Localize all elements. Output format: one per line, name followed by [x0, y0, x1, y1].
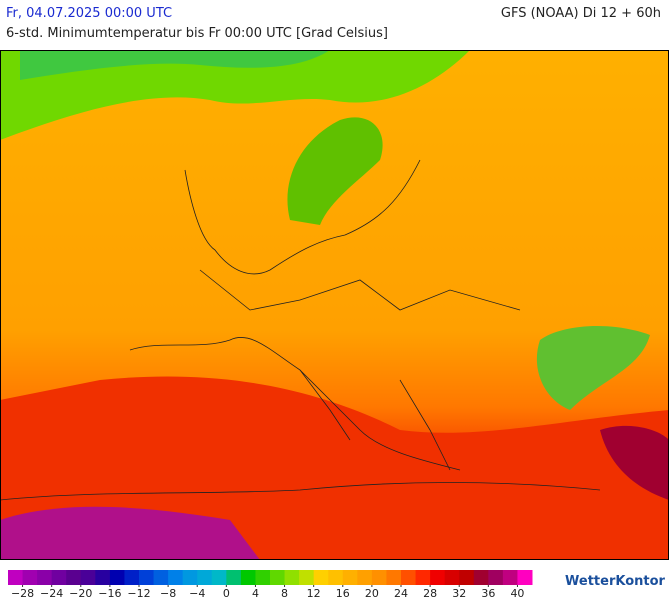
colorbar-segment — [342, 570, 358, 585]
colorbar-segment — [66, 570, 82, 585]
colorbar-label: −28 — [11, 587, 34, 600]
colorbar-segment — [182, 570, 198, 585]
colorbar-segment — [95, 570, 111, 585]
colorbar-label: 40 — [510, 587, 524, 600]
colorbar-label: −4 — [189, 587, 205, 600]
colorbar-segment — [328, 570, 344, 585]
colorbar-segment — [255, 570, 271, 585]
colorbar-segment — [415, 570, 431, 585]
colorbar-label: 20 — [365, 587, 379, 600]
colorbar-label: 16 — [336, 587, 350, 600]
colorbar-label: −20 — [69, 587, 92, 600]
colorbar-segment — [430, 570, 446, 585]
colorbar-segment — [51, 570, 67, 585]
colorbar-segment — [22, 570, 38, 585]
colorbar-label: 12 — [307, 587, 321, 600]
colorbar-label: 24 — [394, 587, 408, 600]
model: GFS (NOAA) Di 12 + 60h — [500, 6, 661, 21]
colorbar-segment — [153, 570, 169, 585]
colorbar-segment — [386, 570, 402, 585]
colorbar-segment — [240, 570, 256, 585]
colorbar-segment — [270, 570, 286, 585]
colorbar-segment — [371, 570, 387, 585]
colorbar-segment — [80, 570, 96, 585]
colorbar-segment — [226, 570, 242, 585]
colorbar-segment — [284, 570, 300, 585]
colorbar-segment — [459, 570, 475, 585]
date: Fr, 04.07.2025 00:00 UTC — [6, 6, 173, 21]
colorbar-segment — [37, 570, 53, 585]
subtitle: 6-std. Minimumtemperatur bis Fr 00:00 UT… — [6, 26, 389, 41]
colorbar-segment — [299, 570, 315, 585]
colorbar-segment — [211, 570, 227, 585]
colorbar-segment — [109, 570, 125, 585]
colorbar-label: −8 — [160, 587, 176, 600]
colorbar-label: 32 — [452, 587, 466, 600]
colorbar-segment — [124, 570, 140, 585]
colorbar-label: 8 — [281, 587, 288, 600]
colorbar-segment — [401, 570, 417, 585]
colorbar-segment — [473, 570, 489, 585]
colorbar-label: 0 — [223, 587, 230, 600]
colorbar-segment — [313, 570, 329, 585]
map — [0, 50, 669, 560]
colorbar-label: 36 — [481, 587, 495, 600]
colorbar-segment — [444, 570, 460, 585]
logo: WetterKontor — [565, 574, 665, 589]
colorbar-segment — [168, 570, 184, 585]
colorbar-label: −16 — [98, 587, 121, 600]
colorbar-segment — [488, 570, 504, 585]
colorbar-segment — [8, 570, 24, 585]
colorbar-label: 4 — [252, 587, 259, 600]
colorbar: −28 −24 −20 −16 −12 −8 −4 0 4 8 12 16 20 24 28 32 36 40 — [8, 570, 533, 600]
colorbar-label: 28 — [423, 587, 437, 600]
colorbar-segment — [197, 570, 213, 585]
colorbar-label: −24 — [40, 587, 63, 600]
colorbar-segment — [139, 570, 155, 585]
colorbar-label: −12 — [127, 587, 150, 600]
colorbar-segment — [517, 570, 533, 585]
colorbar-segment — [357, 570, 373, 585]
colorbar-segment — [502, 570, 518, 585]
